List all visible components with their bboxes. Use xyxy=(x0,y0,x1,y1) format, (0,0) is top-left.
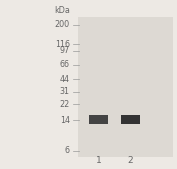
Bar xyxy=(89,115,109,124)
Text: 97: 97 xyxy=(60,46,70,55)
Text: 14: 14 xyxy=(60,116,70,125)
Text: 200: 200 xyxy=(55,20,70,29)
Text: 66: 66 xyxy=(60,60,70,69)
Text: 2: 2 xyxy=(128,156,133,165)
Text: 44: 44 xyxy=(60,75,70,84)
Text: 22: 22 xyxy=(60,100,70,108)
Text: kDa: kDa xyxy=(54,6,70,15)
Text: 6: 6 xyxy=(65,146,70,155)
Text: 1: 1 xyxy=(96,156,102,165)
Bar xyxy=(78,17,173,157)
Text: 116: 116 xyxy=(55,40,70,49)
Text: 31: 31 xyxy=(60,87,70,96)
Bar xyxy=(121,115,140,124)
